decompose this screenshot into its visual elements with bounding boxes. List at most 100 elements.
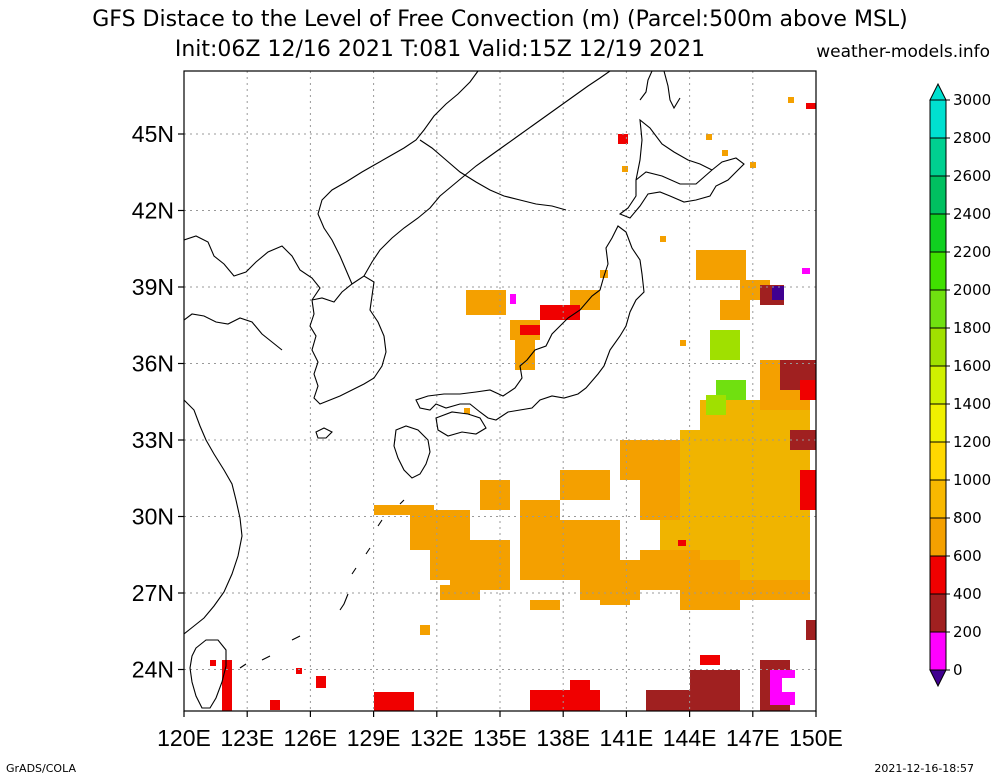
lat-label: 36N <box>132 351 174 377</box>
colorbar-label: 2400 <box>953 205 991 223</box>
field-patch <box>374 692 414 711</box>
bohai-coast <box>184 313 283 351</box>
colorbar-label: 1600 <box>953 357 991 375</box>
lon-label: 144E <box>663 725 717 751</box>
field-patch <box>222 660 232 711</box>
colorbar-segment <box>929 631 947 671</box>
chart-title: GFS Distace to the Level of Free Convect… <box>92 7 908 32</box>
colorbar-segment <box>929 213 947 253</box>
footer-software: GrADS/COLA <box>6 762 76 775</box>
lon-label: 129E <box>347 725 401 751</box>
field-patch <box>480 480 510 510</box>
lon-label: 126E <box>284 725 338 751</box>
latitude-labels: 45N 42N 39N 36N 33N 30N 27N 24N <box>132 121 184 683</box>
colorbar-top-arrow <box>929 82 947 101</box>
lon-label: 132E <box>410 725 464 751</box>
colorbar-label: 2000 <box>953 281 991 299</box>
field-patch <box>700 655 720 665</box>
colorbar-label: 0 <box>953 661 963 679</box>
china-east-coast <box>184 399 243 635</box>
colorbar-label: 1400 <box>953 395 991 413</box>
field-patch <box>720 300 750 320</box>
field-patch <box>772 286 784 300</box>
field-patch <box>710 330 740 360</box>
field-patch <box>520 325 540 335</box>
longitude-labels: 120E 123E 126E 129E 132E 135E 138E 141E 144E 147E… <box>157 711 843 751</box>
field-patch <box>706 134 712 140</box>
colorbar-segment <box>929 479 947 519</box>
colorbar-segment <box>929 517 947 557</box>
field-patch <box>530 600 560 610</box>
field-patch <box>806 620 816 640</box>
colorbar-segment <box>929 327 947 367</box>
lat-label: 33N <box>132 427 174 453</box>
field-patch <box>782 678 796 692</box>
field-patch <box>466 290 506 315</box>
colorbar-bottom-arrow <box>929 669 947 688</box>
field-patch <box>802 268 810 274</box>
colorbar-label: 600 <box>953 547 982 565</box>
color-legend: 3000280026002400220020001800160014001200… <box>929 82 991 688</box>
field-patch <box>520 500 560 550</box>
field-patch <box>680 430 810 520</box>
lon-label: 123E <box>220 725 274 751</box>
field-patch <box>646 690 696 711</box>
field-patch <box>420 625 430 635</box>
colorbar-label: 200 <box>953 623 982 641</box>
hokkaido-coast <box>618 157 745 219</box>
colorbar-segment <box>929 289 947 329</box>
field-patch <box>690 670 740 711</box>
field-patch <box>788 97 794 103</box>
colorbar-segment <box>929 251 947 291</box>
lat-label: 24N <box>132 657 174 683</box>
lon-label: 138E <box>536 725 590 751</box>
field-patch <box>560 470 610 500</box>
lat-label: 42N <box>132 198 174 224</box>
ryukyu-islands <box>239 499 405 669</box>
colorbar-label: 800 <box>953 509 982 527</box>
field-patch <box>750 162 756 168</box>
field-patch <box>696 250 746 280</box>
field-patch <box>622 166 628 172</box>
honshu-coast <box>415 225 645 421</box>
colorbar-label: 1200 <box>953 433 991 451</box>
lon-label: 147E <box>726 725 780 751</box>
lfc-field <box>210 97 816 711</box>
colorbar-segment <box>929 593 947 633</box>
korea-coast <box>309 275 387 405</box>
shikoku-coast <box>435 411 487 437</box>
lat-label: 39N <box>132 274 174 300</box>
field-patch <box>540 305 580 320</box>
colorbar-segment <box>929 99 947 139</box>
border-line-2 <box>419 139 567 211</box>
colorbar-segment <box>929 175 947 215</box>
colorbar-label: 1800 <box>953 319 991 337</box>
colorbar-segment <box>929 555 947 595</box>
taiwan-coast <box>189 639 227 709</box>
colorbar-label: 2600 <box>953 167 991 185</box>
colorbar-label: 2200 <box>953 243 991 261</box>
field-patch <box>210 660 216 666</box>
field-patch <box>270 700 280 710</box>
lon-label: 141E <box>600 725 654 751</box>
field-patch <box>722 150 728 156</box>
site-credit: weather-models.info <box>816 42 990 62</box>
colorbar-segment <box>929 441 947 481</box>
colorbar-label: 400 <box>953 585 982 603</box>
field-patch <box>600 270 608 278</box>
russia-coast <box>363 71 611 277</box>
field-patch <box>800 380 816 400</box>
field-patch <box>806 103 816 109</box>
field-patch <box>660 236 666 242</box>
field-patch <box>800 470 816 510</box>
field-patch <box>706 395 726 415</box>
lon-label: 120E <box>157 725 211 751</box>
sakhalin-coast <box>639 71 681 110</box>
colorbar-segment <box>929 137 947 177</box>
field-patch <box>510 294 516 304</box>
border-line <box>317 71 479 285</box>
field-patch <box>296 668 302 674</box>
colorbar-segment <box>929 365 947 405</box>
field-patch <box>374 505 434 515</box>
